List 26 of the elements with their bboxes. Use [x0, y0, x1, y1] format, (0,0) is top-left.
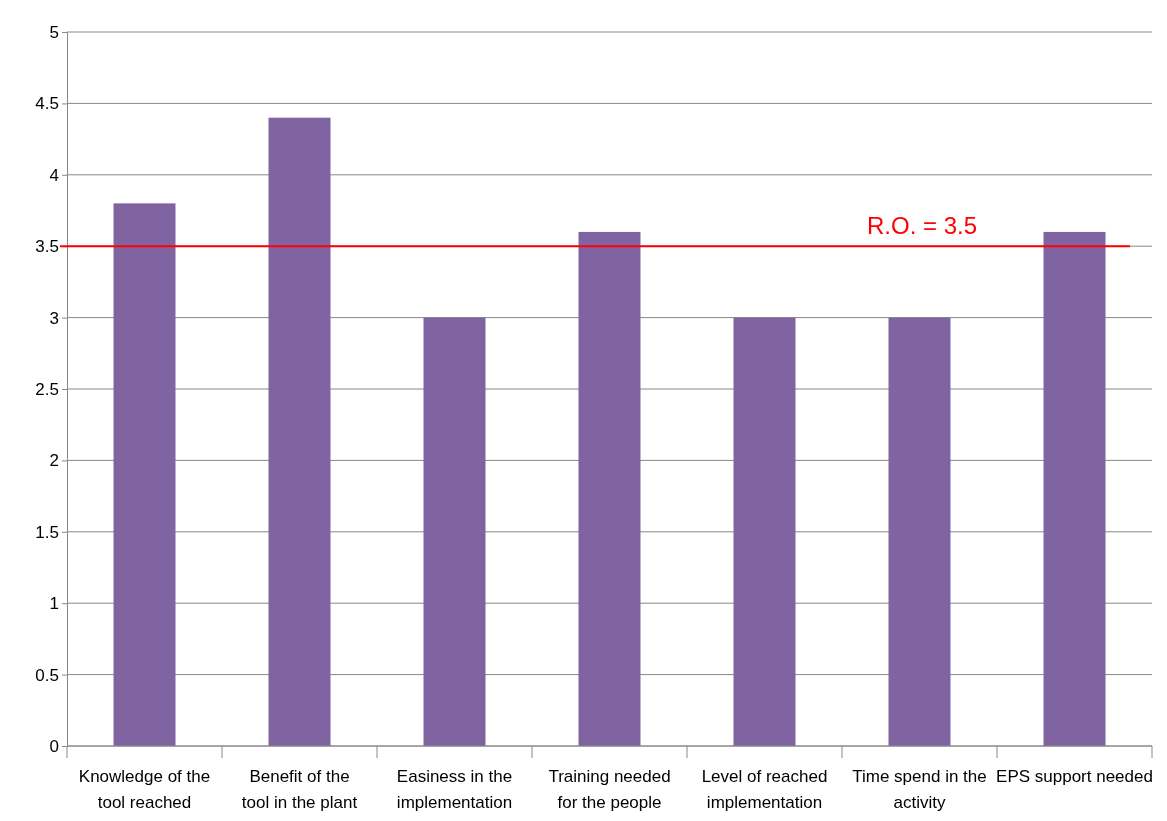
x-tick-label: Benefit of the tool in the plant: [241, 767, 358, 812]
x-tick-label: EPS support needed: [996, 767, 1153, 786]
y-tick-label: 5: [49, 22, 59, 42]
y-tick-label: 0: [49, 736, 59, 756]
bar: [1043, 231, 1106, 746]
y-tick-label: 1: [49, 594, 59, 614]
ref-line-label: R.O. = 3.5: [866, 212, 978, 240]
bar: [578, 231, 641, 746]
x-tick-label: Time spend in the activity: [852, 767, 987, 812]
y-tick-label: 4.5: [35, 94, 59, 114]
x-tick-label: Level of reached implementation: [701, 767, 828, 812]
y-tick-label: 1.5: [35, 522, 59, 542]
x-tick-label: Training needed for the people: [548, 767, 671, 812]
y-tick-label: 0.5: [35, 665, 59, 685]
bar: [888, 317, 951, 746]
x-tick-label: Knowledge of the tool reached: [78, 767, 211, 812]
y-tick-label: 2.5: [35, 379, 59, 399]
y-tick-label: 2: [49, 451, 59, 471]
bar: [423, 317, 486, 746]
bar: [268, 117, 331, 746]
y-tick-label: 3.5: [35, 237, 59, 257]
bar: [113, 203, 176, 746]
y-tick-label: 4: [49, 165, 59, 185]
bar: [733, 317, 796, 746]
x-tick-label: Easiness in the implementation: [396, 767, 513, 812]
y-tick-label: 3: [49, 308, 59, 328]
